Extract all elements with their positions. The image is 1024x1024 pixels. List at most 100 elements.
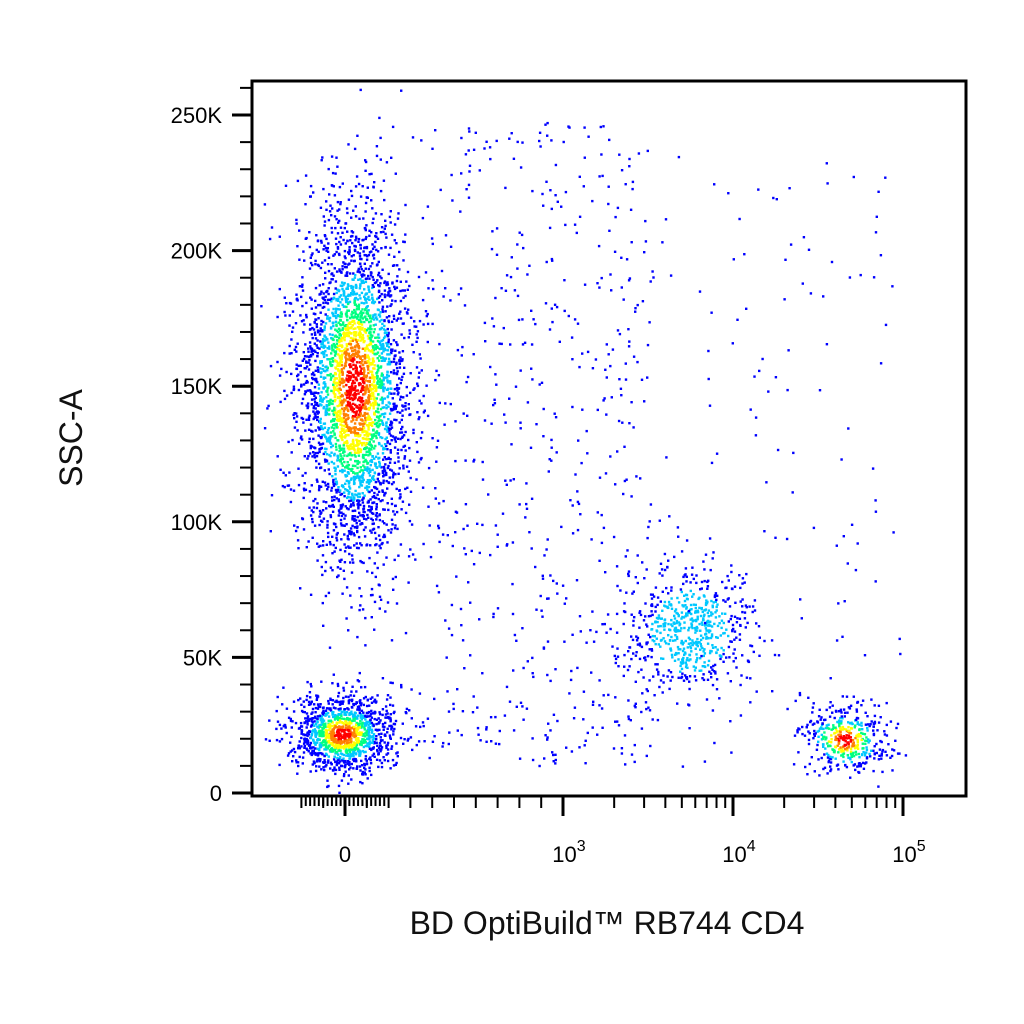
event-point xyxy=(350,571,354,574)
event-point xyxy=(657,670,660,674)
event-point xyxy=(357,267,360,271)
event-point xyxy=(368,173,371,176)
event-point xyxy=(418,353,421,356)
event-point xyxy=(331,510,335,513)
event-point xyxy=(376,297,379,301)
event-point xyxy=(368,422,371,425)
event-point xyxy=(347,702,351,705)
event-point xyxy=(370,172,373,176)
event-point xyxy=(321,544,325,547)
event-point xyxy=(354,525,357,529)
event-point xyxy=(400,686,403,689)
event-point xyxy=(352,767,355,770)
event-point xyxy=(331,682,334,685)
event-point xyxy=(335,316,338,320)
event-point xyxy=(373,491,376,495)
event-point xyxy=(396,527,399,531)
event-point xyxy=(299,721,303,725)
event-point xyxy=(322,320,325,324)
event-point xyxy=(378,315,382,318)
event-point xyxy=(323,723,326,726)
event-point xyxy=(362,367,366,370)
event-point xyxy=(381,469,384,473)
event-point xyxy=(350,710,353,713)
event-point xyxy=(346,318,349,322)
event-point xyxy=(290,391,293,395)
event-point xyxy=(353,478,356,481)
event-point xyxy=(331,363,334,367)
event-point xyxy=(362,745,366,749)
event-point xyxy=(381,308,384,311)
event-point xyxy=(309,261,313,265)
event-point xyxy=(392,764,396,767)
event-point xyxy=(288,471,291,474)
event-point xyxy=(358,383,361,387)
event-point xyxy=(302,733,305,736)
event-point xyxy=(335,342,339,345)
event-point xyxy=(301,397,305,401)
event-point xyxy=(332,274,335,277)
event-point xyxy=(351,492,354,496)
event-point xyxy=(393,255,396,258)
event-point xyxy=(344,488,347,491)
event-point xyxy=(337,736,340,739)
event-point xyxy=(418,371,421,374)
event-point xyxy=(409,548,412,551)
event-point xyxy=(325,249,328,252)
event-point xyxy=(322,346,325,349)
event-point xyxy=(663,552,667,556)
event-point xyxy=(364,228,367,232)
event-point xyxy=(344,770,347,773)
event-point xyxy=(326,315,329,318)
event-point xyxy=(314,259,317,263)
event-point xyxy=(337,738,341,742)
event-point xyxy=(327,736,331,739)
event-point xyxy=(332,731,335,734)
event-point xyxy=(378,742,382,745)
event-point xyxy=(387,464,390,468)
event-point xyxy=(345,507,349,510)
event-point xyxy=(327,287,330,290)
event-point xyxy=(344,222,347,225)
event-point xyxy=(320,680,323,683)
event-point xyxy=(341,710,344,713)
event-point xyxy=(377,273,380,277)
event-point xyxy=(371,358,375,361)
event-point xyxy=(412,431,415,435)
event-point xyxy=(722,649,725,652)
event-point xyxy=(314,369,317,372)
event-point xyxy=(344,256,347,260)
event-point xyxy=(391,435,395,438)
event-point xyxy=(392,588,395,591)
event-point xyxy=(397,212,400,215)
event-point xyxy=(321,261,324,264)
event-point xyxy=(320,351,323,355)
event-point xyxy=(346,489,350,492)
event-point xyxy=(361,185,364,188)
event-point xyxy=(328,316,332,320)
event-point xyxy=(389,246,392,250)
event-point xyxy=(369,718,372,722)
event-point xyxy=(348,757,352,760)
event-point xyxy=(371,299,375,302)
event-point xyxy=(371,528,375,531)
event-point xyxy=(305,301,308,305)
event-point xyxy=(361,338,364,341)
event-point xyxy=(406,486,409,489)
event-point xyxy=(340,312,343,316)
event-point xyxy=(384,357,388,360)
event-point xyxy=(408,459,412,462)
event-point xyxy=(338,449,341,453)
event-point xyxy=(392,473,395,477)
event-point xyxy=(638,626,641,629)
event-point xyxy=(346,735,350,738)
event-point xyxy=(304,375,307,378)
event-point xyxy=(699,642,702,646)
event-point xyxy=(346,471,350,474)
event-point xyxy=(302,751,306,754)
event-point xyxy=(335,297,338,301)
event-point xyxy=(349,561,352,564)
event-point xyxy=(347,774,350,777)
event-point xyxy=(317,331,320,334)
event-point xyxy=(329,454,332,458)
